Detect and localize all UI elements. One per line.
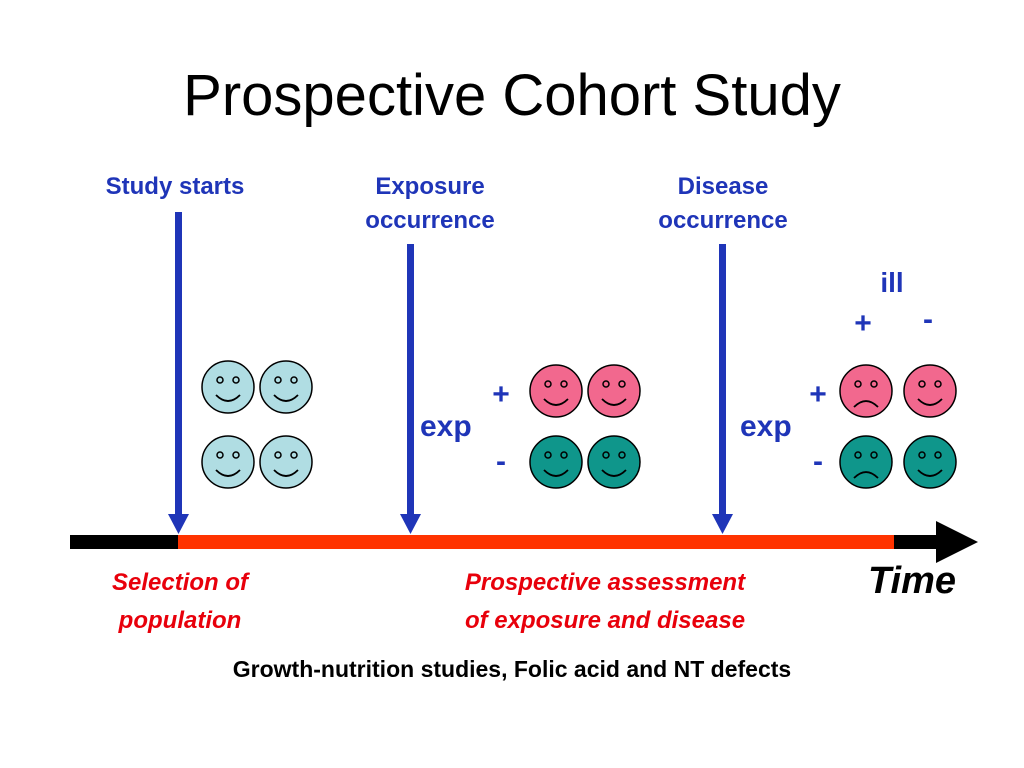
exposed-face-icon (529, 364, 583, 418)
exposed-face-icon (587, 364, 641, 418)
disease-label-line1: Disease (677, 173, 769, 200)
assessment-label-line2: of exposure and disease (464, 607, 746, 634)
ill-plus-sign: + (854, 307, 872, 340)
ill-minus-sign: - (923, 303, 933, 336)
assessment-label-line1: Prospective assessment (464, 569, 746, 596)
timeline-red-segment (178, 535, 894, 549)
selection-label-line1: Selection of (111, 569, 249, 596)
disease-exp-label: exp (740, 410, 792, 443)
selection-label-line2: population (118, 607, 242, 634)
timeline-arrowhead (936, 521, 978, 563)
exposed-ill-face-icon (839, 364, 893, 418)
unexposed-face-icon (587, 435, 641, 489)
timeline-black-end (894, 535, 940, 549)
exposed-healthy-face-icon (903, 364, 957, 418)
study-starts-arrow (168, 212, 189, 534)
population-face-icon (201, 435, 255, 489)
population-face-icon (259, 360, 313, 414)
exposure-label-line1: Exposure (375, 173, 485, 200)
study-starts-label: Study starts (105, 173, 245, 200)
exposure-plus-sign: + (492, 378, 510, 411)
unexposed-healthy-face-icon (903, 435, 957, 489)
disease-plus-sign: + (809, 378, 827, 411)
footer-caption: Growth-nutrition studies, Folic acid and… (232, 656, 792, 682)
population-face-icon (201, 360, 255, 414)
population-face-icon (259, 435, 313, 489)
timeline-black-start (70, 535, 178, 549)
disease-label-line2: occurrence (658, 207, 788, 234)
exposure-occurrence-label: Exposure occurrence (330, 170, 530, 238)
prospective-assessment-label: Prospective assessment of exposure and d… (380, 564, 830, 640)
selection-of-population-label: Selection of population (60, 564, 300, 640)
exposure-minus-sign: - (496, 445, 506, 478)
exposure-exp-label: exp (420, 410, 472, 443)
disease-occurrence-label: Disease occurrence (623, 170, 823, 238)
disease-minus-sign: - (813, 445, 823, 478)
unexposed-face-icon (529, 435, 583, 489)
unexposed-ill-face-icon (839, 435, 893, 489)
exposure-label-line2: occurrence (365, 207, 495, 234)
ill-label: ill (880, 267, 904, 298)
disease-occurrence-arrow (712, 244, 733, 534)
page-title: Prospective Cohort Study (183, 63, 841, 128)
time-axis-label: Time (868, 560, 957, 602)
exposure-occurrence-arrow (400, 244, 421, 534)
